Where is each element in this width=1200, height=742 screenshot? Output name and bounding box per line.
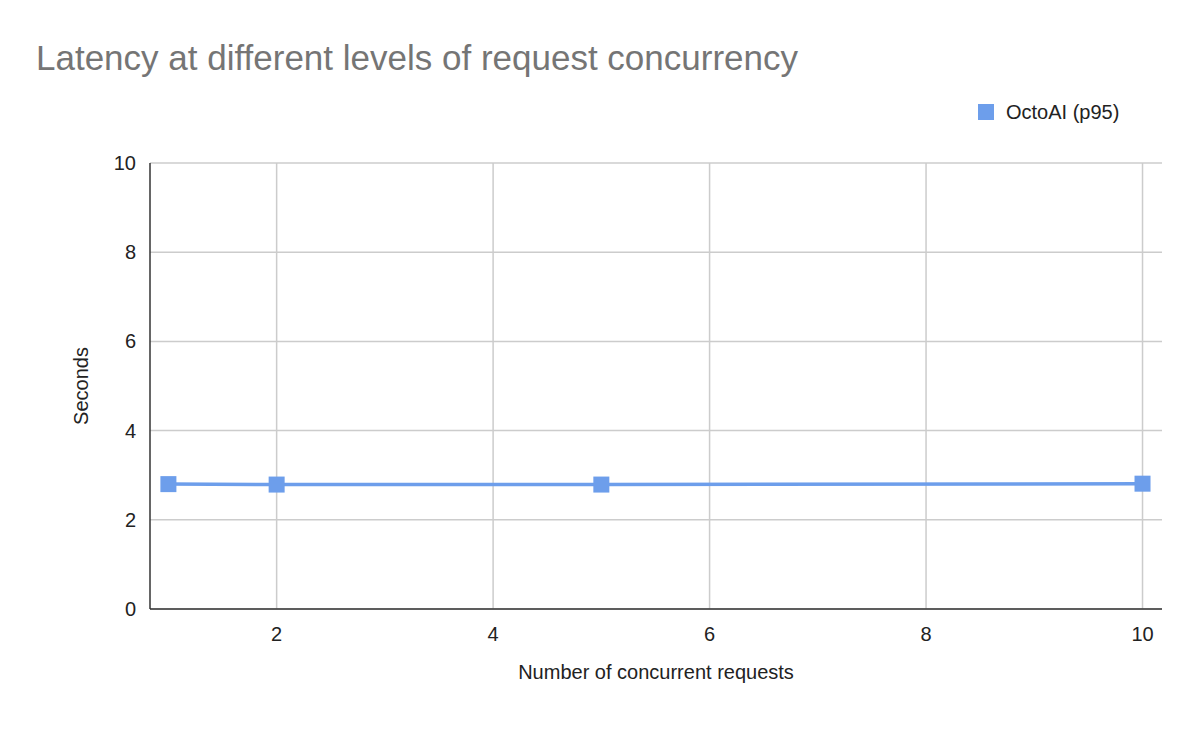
x-tick-label: 2: [271, 623, 282, 645]
x-tick-label: 8: [920, 623, 931, 645]
legend-label: OctoAI (p95): [1006, 101, 1119, 123]
y-grid-line: [150, 430, 1162, 432]
y-tick-label: 0: [125, 598, 136, 620]
x-grid-line: [709, 163, 711, 609]
y-axis-line: [149, 163, 151, 609]
y-tick-label: 4: [125, 420, 136, 442]
x-axis-label: Number of concurrent requests: [518, 661, 794, 683]
chart-svg: Latency at different levels of request c…: [0, 0, 1200, 742]
x-tick-label: 6: [704, 623, 715, 645]
y-grid-line: [150, 162, 1162, 164]
y-tick-label: 8: [125, 241, 136, 263]
series-marker: [160, 476, 176, 492]
y-grid-line: [150, 251, 1162, 253]
chart-title: Latency at different levels of request c…: [36, 38, 799, 77]
y-grid-line: [150, 519, 1162, 521]
plot-marks: [160, 476, 1150, 493]
y-tick-label: 6: [125, 330, 136, 352]
x-grid-line: [276, 163, 278, 609]
y-tick-label: 2: [125, 509, 136, 531]
y-grid-line: [150, 608, 1162, 610]
x-grid-line: [925, 163, 927, 609]
x-tick-label: 4: [488, 623, 499, 645]
series-marker: [269, 477, 285, 493]
y-tick-label: 10: [114, 152, 136, 174]
x-axis-line: [150, 608, 1162, 610]
y-grid-line: [150, 341, 1162, 343]
series-line: [168, 482, 1142, 486]
x-grid-line: [1142, 163, 1144, 609]
y-axis-label: Seconds: [70, 347, 92, 425]
series-marker: [593, 477, 609, 493]
x-grid-line: [492, 163, 494, 609]
x-tick-label: 10: [1131, 623, 1153, 645]
legend-swatch: [978, 104, 994, 120]
series-marker: [1135, 476, 1151, 492]
chart-container: Latency at different levels of request c…: [0, 0, 1200, 742]
